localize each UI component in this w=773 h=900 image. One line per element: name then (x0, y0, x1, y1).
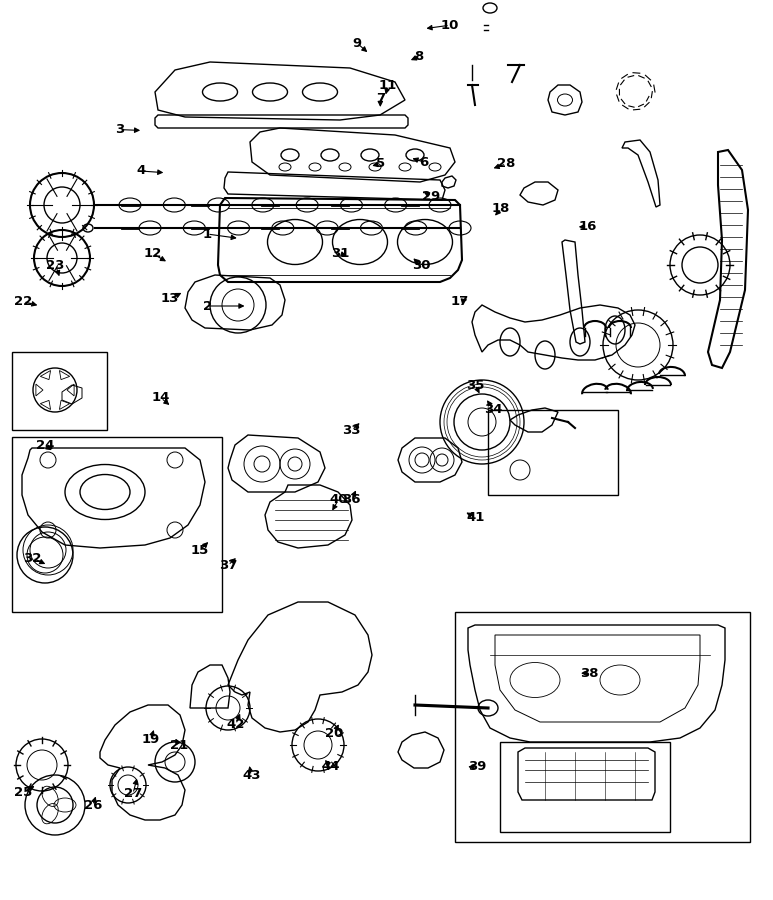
Text: 35: 35 (466, 379, 485, 392)
Bar (12, 352, 107, 430)
Text: 22: 22 (14, 295, 32, 308)
Text: 28: 28 (497, 158, 516, 170)
Text: 38: 38 (580, 667, 598, 680)
Text: 18: 18 (492, 202, 510, 215)
Text: 8: 8 (414, 50, 424, 63)
Text: 27: 27 (124, 788, 142, 800)
Text: 44: 44 (322, 760, 340, 773)
Text: 34: 34 (484, 403, 502, 416)
Text: 12: 12 (144, 248, 162, 260)
Text: 5: 5 (376, 158, 385, 170)
Text: 17: 17 (451, 295, 469, 308)
Text: 36: 36 (342, 493, 361, 506)
Bar (500, 742, 670, 832)
Text: 24: 24 (36, 439, 54, 452)
Text: 25: 25 (14, 786, 32, 798)
Text: 37: 37 (219, 559, 237, 572)
Text: 32: 32 (23, 552, 42, 564)
Text: 14: 14 (152, 392, 170, 404)
Text: 11: 11 (379, 79, 397, 92)
Bar (12, 437, 222, 612)
Text: 15: 15 (190, 544, 209, 557)
Text: 4: 4 (136, 165, 145, 177)
Bar (455, 612, 750, 842)
Text: 26: 26 (83, 799, 102, 812)
Text: 41: 41 (466, 511, 485, 524)
Text: 39: 39 (468, 760, 487, 773)
Text: 31: 31 (331, 248, 349, 260)
Text: 10: 10 (441, 19, 459, 32)
Text: 40: 40 (329, 493, 348, 506)
Text: 16: 16 (578, 220, 597, 233)
Text: 9: 9 (352, 37, 362, 50)
Text: 30: 30 (412, 259, 431, 272)
Bar (488, 410, 618, 495)
Text: 42: 42 (226, 718, 245, 731)
Text: 3: 3 (115, 123, 124, 136)
Text: 13: 13 (161, 292, 179, 305)
Text: 19: 19 (141, 734, 160, 746)
Text: 43: 43 (242, 770, 261, 782)
Text: 7: 7 (376, 93, 385, 105)
Text: 23: 23 (46, 259, 65, 272)
Text: 20: 20 (325, 727, 343, 740)
Text: 6: 6 (419, 156, 428, 168)
Text: 33: 33 (342, 424, 361, 436)
Text: 21: 21 (170, 739, 189, 752)
Text: 1: 1 (203, 228, 212, 240)
Text: 2: 2 (203, 300, 212, 312)
Text: 29: 29 (422, 190, 441, 203)
